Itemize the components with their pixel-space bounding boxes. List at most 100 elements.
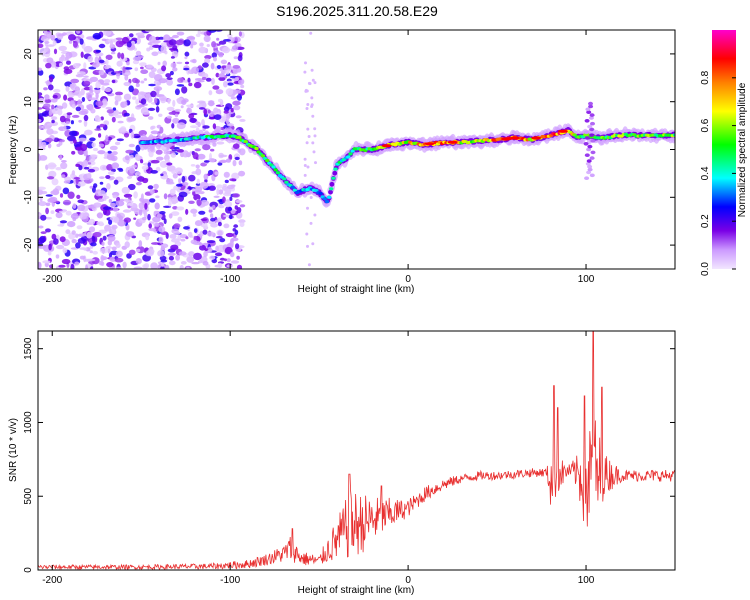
noise-blob — [190, 43, 194, 49]
noise-blob — [198, 107, 206, 110]
noise-blob — [183, 226, 190, 230]
noise-blob — [148, 83, 156, 87]
noise-blob — [111, 224, 118, 230]
noise-blob — [138, 209, 143, 216]
noise-blob — [311, 78, 315, 82]
noise-blob — [123, 100, 128, 108]
noise-blob — [192, 213, 197, 217]
ridge-peak — [531, 136, 542, 140]
noise-blob — [224, 74, 228, 79]
y-tick-label: -10 — [23, 190, 34, 205]
noise-blob — [50, 98, 58, 103]
noise-blob — [129, 154, 134, 159]
noise-blob — [200, 199, 210, 207]
noise-blob — [109, 176, 115, 180]
ridge-peak — [509, 136, 520, 140]
noise-blob — [230, 209, 236, 215]
colorbar-label: Normalized spectral amplitude — [737, 82, 748, 217]
noise-blob — [171, 50, 179, 58]
x-tick-label: 100 — [578, 274, 595, 285]
ridge-core — [324, 200, 330, 204]
ridge-core — [254, 146, 259, 151]
snr-frame — [37, 330, 676, 571]
noise-blob — [53, 88, 61, 93]
noise-blob — [223, 223, 230, 229]
noise-blob — [137, 55, 144, 59]
noise-blob — [45, 194, 53, 197]
noise-blob — [166, 77, 173, 80]
noise-blob — [232, 89, 242, 94]
noise-blob — [41, 35, 47, 39]
noise-blob — [47, 250, 52, 256]
noise-blob — [182, 150, 189, 158]
noise-blob — [90, 108, 96, 114]
noise-blob — [111, 246, 117, 251]
noise-blob — [236, 264, 243, 269]
noise-blob — [303, 173, 307, 177]
noise-blob — [116, 138, 125, 142]
noise-blob — [173, 223, 181, 229]
ridge-edge — [332, 170, 338, 176]
noise-blob — [42, 260, 51, 264]
noise-blob — [89, 185, 94, 189]
noise-blob — [156, 82, 162, 85]
noise-blob — [96, 212, 104, 219]
noise-blob — [91, 235, 96, 243]
noise-blob — [148, 223, 152, 229]
noise-blob — [61, 160, 67, 163]
noise-blob — [45, 31, 53, 39]
noise-blob — [115, 250, 123, 258]
noise-blob — [214, 171, 219, 176]
noise-blob — [144, 203, 148, 210]
noise-blob — [66, 112, 73, 116]
noise-blob — [43, 103, 51, 109]
noise-blob — [174, 241, 182, 247]
ridge-smear — [589, 173, 595, 178]
noise-blob — [311, 242, 315, 246]
noise-blob — [122, 198, 131, 202]
ridge-core — [275, 171, 281, 175]
noise-blob — [83, 159, 88, 166]
ridge-smear — [589, 127, 595, 132]
noise-blob — [106, 164, 113, 171]
noise-blob — [303, 70, 307, 74]
noise-blob — [45, 216, 52, 220]
noise-blob — [134, 67, 139, 72]
noise-blob — [234, 76, 239, 81]
noise-blob — [232, 228, 237, 232]
colorbar-tick-label: 0.0 — [700, 262, 711, 276]
noise-blob — [184, 61, 190, 65]
noise-blob — [142, 216, 147, 221]
noise-speckle — [38, 30, 317, 269]
noise-blob — [62, 199, 72, 206]
noise-blob — [307, 135, 311, 138]
noise-blob — [195, 164, 200, 169]
noise-blob — [115, 40, 124, 48]
noise-blob — [68, 34, 76, 41]
ridge-smear — [583, 142, 589, 146]
noise-blob — [104, 224, 112, 232]
noise-blob — [104, 209, 111, 216]
noise-blob — [107, 248, 111, 254]
x-tick-label: -100 — [220, 575, 240, 586]
noise-blob — [187, 231, 193, 238]
noise-blob — [314, 161, 317, 165]
noise-blob — [79, 38, 84, 45]
noise-blob — [238, 219, 246, 224]
noise-blob — [148, 228, 157, 232]
noise-blob — [58, 264, 66, 268]
noise-blob — [185, 208, 189, 215]
noise-blob — [238, 160, 243, 166]
noise-blob — [130, 131, 135, 139]
noise-blob — [40, 231, 47, 235]
noise-blob — [303, 164, 307, 167]
noise-blob — [122, 261, 127, 269]
noise-blob — [124, 241, 130, 249]
noise-blob — [188, 82, 193, 87]
noise-blob — [207, 30, 217, 33]
noise-blob — [65, 85, 70, 92]
noise-blob — [62, 187, 70, 195]
noise-blob — [152, 40, 161, 44]
noise-blob — [313, 134, 317, 138]
